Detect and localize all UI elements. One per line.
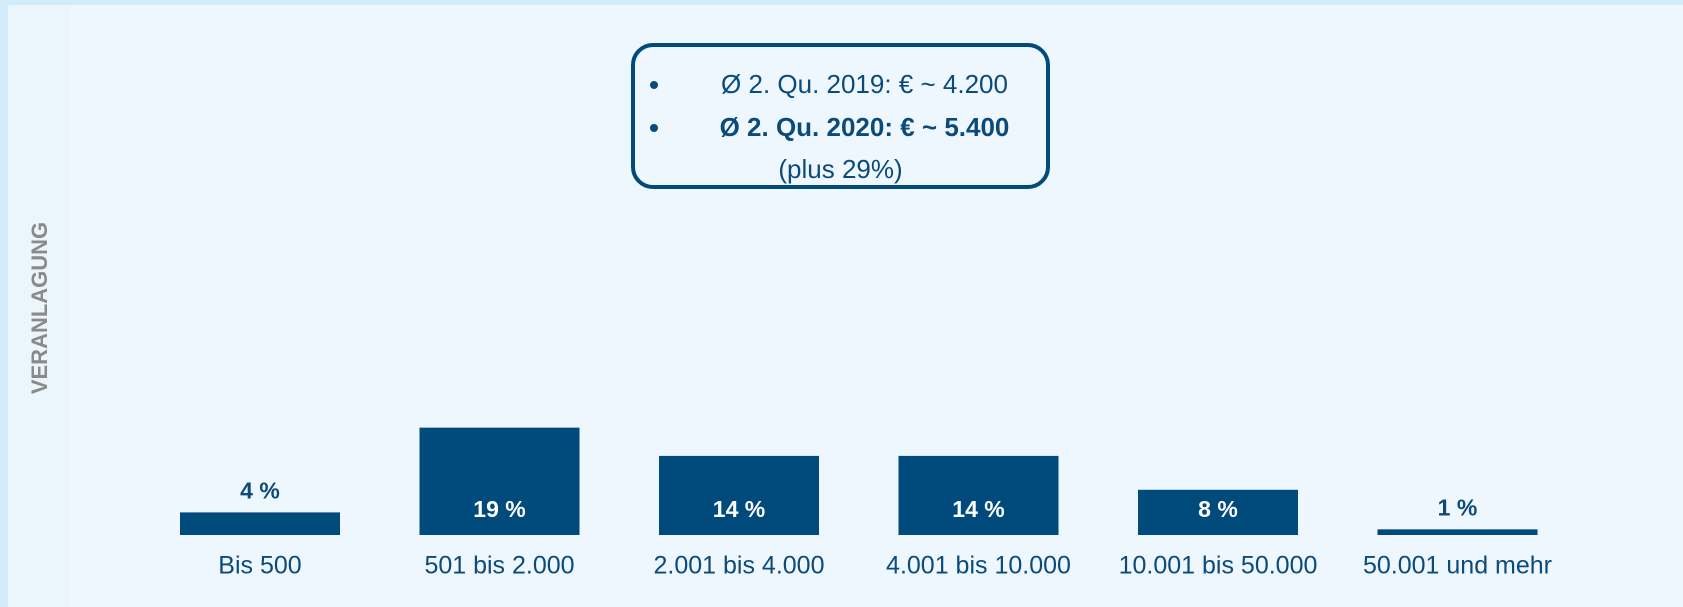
bar xyxy=(659,455,819,535)
bar xyxy=(898,455,1059,535)
annotation-line: Ø 2. Qu. 2020: € ~ 5.400 xyxy=(673,106,1046,149)
value-label: 1 % xyxy=(1438,494,1478,520)
value-label: 8 % xyxy=(1198,496,1238,522)
bar xyxy=(1138,489,1298,535)
x-tick-label: Bis 500 xyxy=(218,552,301,580)
annotation-box: Ø 2. Qu. 2019: € ~ 4.200 Ø 2. Qu. 2020: … xyxy=(631,43,1050,189)
value-label: 4 % xyxy=(240,477,280,503)
value-label: 14 % xyxy=(952,496,1004,522)
bar xyxy=(419,427,580,535)
side-panel xyxy=(8,5,70,607)
value-label: 14 % xyxy=(713,496,765,522)
bar xyxy=(180,512,340,535)
x-tick-label: 501 bis 2.000 xyxy=(424,552,574,580)
value-label: 19 % xyxy=(473,496,525,522)
x-tick-label: 10.001 bis 50.000 xyxy=(1119,552,1318,580)
annotation-list: Ø 2. Qu. 2019: € ~ 4.200 Ø 2. Qu. 2020: … xyxy=(635,63,1046,149)
annotation-note: (plus 29%) xyxy=(778,154,903,184)
x-tick-label: 4.001 bis 10.000 xyxy=(886,552,1071,580)
bar xyxy=(1377,529,1538,535)
side-label: VERANLAGUNG xyxy=(27,222,52,394)
x-tick-label: 50.001 und mehr xyxy=(1363,552,1552,580)
annotation-line: Ø 2. Qu. 2019: € ~ 4.200 xyxy=(673,63,1046,106)
x-tick-label: 2.001 bis 4.000 xyxy=(654,552,825,580)
